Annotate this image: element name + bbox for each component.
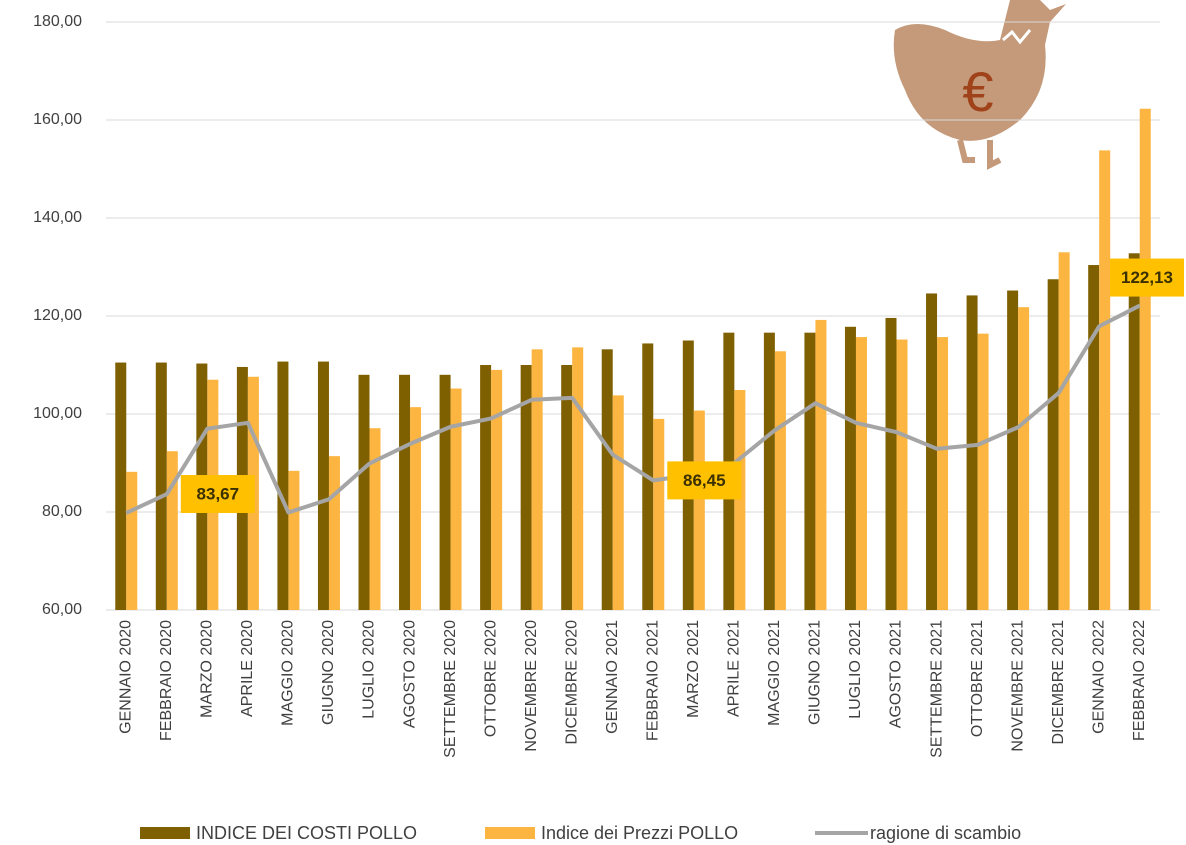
x-tick-label: SETTEMBRE 2020 — [442, 620, 459, 758]
bar — [886, 318, 897, 610]
bar — [451, 389, 462, 610]
y-tick-label: 100,00 — [33, 405, 82, 422]
bar — [815, 320, 826, 610]
bar — [370, 428, 381, 610]
data-label: 86,45 — [683, 471, 726, 490]
bar — [491, 370, 502, 610]
legend-label: ragione di scambio — [870, 823, 1021, 843]
y-tick-label: 80,00 — [42, 503, 82, 520]
x-tick-label: NOVEMBRE 2021 — [1009, 620, 1026, 752]
x-tick-label: NOVEMBRE 2020 — [523, 620, 540, 752]
x-tick-label: MARZO 2020 — [199, 620, 216, 718]
legend-swatch — [140, 827, 190, 839]
chart: € 60,00 80,00 100,00 120,00 140,00 160,00 180,… — [0, 0, 1186, 845]
legend-label: Indice dei Prezzi POLLO — [541, 823, 738, 843]
bar — [532, 349, 543, 610]
x-tick-label: APRILE 2021 — [726, 620, 743, 717]
bar — [845, 327, 856, 610]
x-tick-label: SETTEMBRE 2021 — [928, 620, 945, 758]
x-tick-label: AGOSTO 2021 — [888, 620, 905, 728]
y-tick-label: 140,00 — [33, 209, 82, 226]
bar — [561, 365, 572, 610]
bar — [897, 340, 908, 610]
x-tick-label: GIUGNO 2021 — [807, 620, 824, 725]
x-tick-label: GENNAIO 2020 — [117, 620, 134, 734]
data-label: 122,13 — [1121, 268, 1173, 287]
legend-label: INDICE DEI COSTI POLLO — [196, 823, 417, 843]
x-tick-label: OTTOBRE 2021 — [969, 620, 986, 737]
bar — [1059, 252, 1070, 610]
bar — [967, 295, 978, 610]
bar — [1088, 265, 1099, 610]
legend-swatch — [485, 827, 535, 839]
bar — [694, 411, 705, 610]
x-tick-label: DICEMBRE 2020 — [563, 620, 580, 745]
y-tick-label: 60,00 — [42, 601, 82, 618]
bar — [410, 407, 421, 610]
x-tick-label: MARZO 2021 — [685, 620, 702, 718]
x-tick-label: OTTOBRE 2020 — [482, 620, 499, 737]
x-tick-label: MAGGIO 2021 — [766, 620, 783, 726]
bar — [1140, 109, 1151, 610]
y-tick-label: 160,00 — [33, 111, 82, 128]
bar — [804, 333, 815, 610]
bar — [764, 333, 775, 610]
bar — [613, 395, 624, 610]
bar — [602, 349, 613, 610]
bar — [775, 351, 786, 610]
bar — [440, 375, 451, 610]
bar — [167, 451, 178, 610]
x-tick-label: MAGGIO 2020 — [280, 620, 297, 726]
page: {"chart_data": {"type": "bar_line", "cat… — [0, 0, 1186, 845]
bar — [399, 375, 410, 610]
bar — [288, 471, 299, 610]
y-tick-label: 180,00 — [33, 13, 82, 30]
bar — [115, 363, 126, 610]
bar — [359, 375, 370, 610]
bar — [329, 456, 340, 610]
x-tick-label: LUGLIO 2020 — [361, 620, 378, 719]
bar — [318, 362, 329, 610]
bar — [926, 293, 937, 610]
bar — [734, 390, 745, 610]
bar — [126, 472, 137, 610]
bar — [572, 347, 583, 610]
x-tick-label: AGOSTO 2020 — [401, 620, 418, 728]
x-tick-label: APRILE 2020 — [239, 620, 256, 717]
bar — [156, 363, 167, 610]
x-tick-label: DICEMBRE 2021 — [1050, 620, 1067, 745]
x-tick-label: FEBBRAIO 2021 — [644, 620, 661, 741]
icon-symbol: € — [962, 60, 993, 123]
x-tick-label: FEBBRAIO 2020 — [158, 620, 175, 741]
bar — [978, 334, 989, 610]
bar — [653, 419, 664, 610]
y-tick-label: 120,00 — [33, 307, 82, 324]
x-tick-label: FEBBRAIO 2022 — [1131, 620, 1148, 741]
x-tick-label: GIUGNO 2020 — [320, 620, 337, 725]
bar — [277, 362, 288, 610]
x-tick-label: GENNAIO 2022 — [1090, 620, 1107, 734]
x-tick-label: GENNAIO 2021 — [604, 620, 621, 734]
bar — [1007, 291, 1018, 610]
bar — [1018, 307, 1029, 610]
bar — [856, 337, 867, 610]
data-label: 83,67 — [197, 485, 240, 504]
bar — [937, 337, 948, 610]
bar — [480, 365, 491, 610]
bar — [1048, 279, 1059, 610]
bar — [1099, 150, 1110, 610]
x-tick-label: LUGLIO 2021 — [847, 620, 864, 719]
